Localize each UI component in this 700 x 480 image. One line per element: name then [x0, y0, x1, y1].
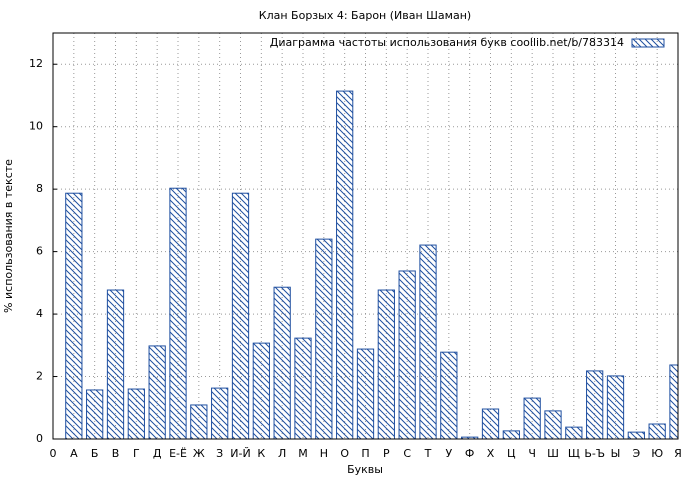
x-tick-label: Р — [383, 447, 390, 460]
x-tick-label: О — [340, 447, 349, 460]
x-tick-label: И-Й — [230, 447, 250, 460]
x-tick-label: Ж — [193, 447, 205, 460]
bar — [398, 270, 416, 440]
x-tick-label: Б — [91, 447, 99, 460]
plot-frame — [52, 32, 679, 440]
bar — [606, 375, 625, 440]
bar — [377, 289, 395, 440]
bar — [127, 388, 145, 440]
x-tick-label: Щ — [568, 447, 580, 460]
bar — [481, 408, 500, 440]
y-tick-label: 6 — [36, 245, 43, 258]
bar — [169, 187, 187, 440]
y-tick-label: 8 — [36, 182, 43, 195]
bar — [273, 286, 291, 440]
x-tick-label: Г — [133, 447, 140, 460]
bar — [148, 345, 166, 440]
x-tick-label: Э — [632, 447, 640, 460]
x-tick-label: З — [216, 447, 223, 460]
bar — [627, 431, 645, 440]
bar — [106, 289, 125, 440]
x-tick-label: Д — [153, 447, 162, 460]
bar — [544, 410, 562, 440]
x-tick-label: Ч — [528, 447, 536, 460]
x-tick-label: Ы — [611, 447, 621, 460]
legend-swatch — [631, 38, 665, 48]
x-tick-label: Ц — [507, 447, 516, 460]
bar — [65, 192, 83, 440]
y-tick-label: 12 — [29, 57, 43, 70]
x-tick-label: Н — [320, 447, 328, 460]
bar — [336, 90, 354, 440]
bar — [586, 370, 604, 440]
x-tick-label: Т — [424, 447, 432, 460]
x-tick-label: С — [403, 447, 411, 460]
x-tick-label: У — [445, 447, 452, 460]
x-tick-label: Ш — [547, 447, 559, 460]
bar — [252, 342, 270, 440]
bar — [565, 426, 583, 440]
y-tick-label: 4 — [36, 307, 43, 320]
bar — [190, 404, 208, 440]
x-tick-label: В — [112, 447, 120, 460]
bar — [648, 423, 666, 440]
x-tick-label: П — [361, 447, 369, 460]
bar — [502, 430, 520, 440]
y-tick-label: 2 — [36, 370, 43, 383]
x-tick-label: А — [70, 447, 78, 460]
x-tick-label: 0 — [50, 447, 57, 460]
x-tick-label: Л — [278, 447, 286, 460]
bar — [86, 389, 104, 440]
y-axis-label: % использования в тексте — [2, 159, 15, 313]
x-tick-label: Ф — [465, 447, 474, 460]
bar — [669, 364, 678, 440]
y-tick-label: 0 — [36, 432, 43, 445]
x-axis-label: Буквы — [347, 463, 383, 476]
bar — [523, 397, 541, 440]
bar — [315, 238, 333, 440]
x-tick-label: М — [298, 447, 308, 460]
x-tick-label: Х — [487, 447, 495, 460]
x-tick-label: Ь-Ъ — [584, 447, 605, 460]
bar — [231, 192, 250, 440]
y-tick-label: 10 — [29, 120, 43, 133]
x-tick-label: Я — [674, 447, 682, 460]
x-tick-label: Е-Ё — [169, 447, 187, 460]
bar — [440, 351, 458, 440]
legend-label: Диаграмма частоты использования букв coo… — [270, 36, 624, 49]
bar — [211, 387, 229, 440]
bar — [419, 244, 437, 440]
chart-title: Клан Борзых 4: Барон (Иван Шаман) — [259, 9, 471, 22]
x-tick-label: К — [257, 447, 265, 460]
bar — [294, 337, 312, 440]
bar — [356, 348, 375, 440]
x-tick-label: Ю — [651, 447, 663, 460]
